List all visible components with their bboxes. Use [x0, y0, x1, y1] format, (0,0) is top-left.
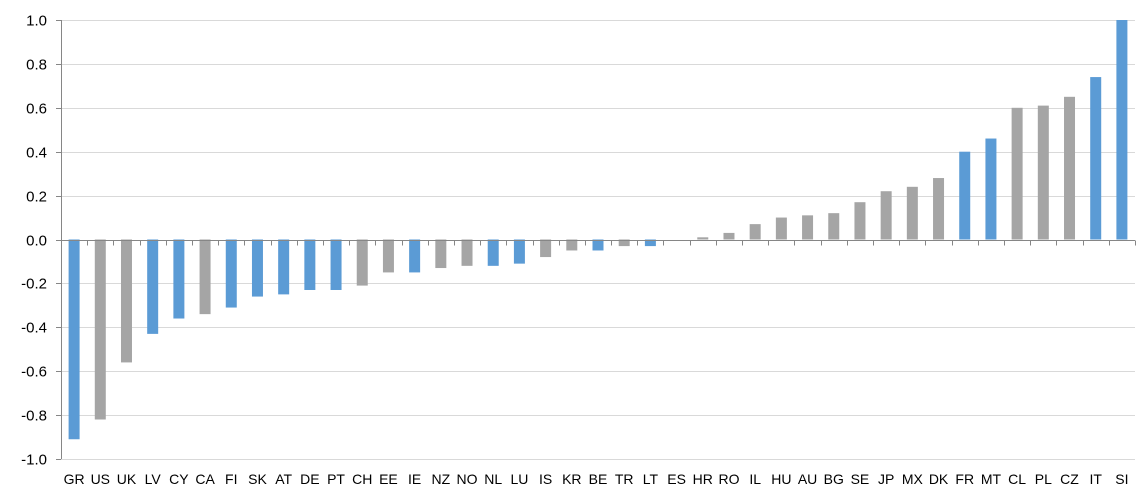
x-category-label: BG — [824, 471, 844, 487]
bar-cy — [173, 239, 185, 319]
bar-se — [854, 202, 866, 240]
bar-nl — [487, 239, 499, 266]
bar-il — [749, 224, 761, 240]
x-category-label: HU — [771, 471, 791, 487]
bar-jp — [880, 191, 892, 240]
bar-ee — [382, 239, 394, 273]
x-category-label: NO — [457, 471, 478, 487]
x-category-label: MX — [902, 471, 924, 487]
y-tick-label: -1.0 — [21, 452, 47, 469]
bar-be — [592, 239, 604, 251]
bar-lu — [513, 239, 525, 264]
y-tick-label: 0.0 — [26, 233, 47, 250]
bar-ca — [199, 239, 211, 315]
bar-nz — [435, 239, 447, 269]
bar-uk — [120, 239, 132, 363]
bar-hr — [697, 237, 709, 240]
x-category-label: TR — [615, 471, 634, 487]
x-category-label: NL — [484, 471, 502, 487]
bar-ro — [723, 232, 735, 240]
x-category-label: JP — [878, 471, 894, 487]
bar-cz — [1064, 96, 1076, 240]
x-category-label: AU — [798, 471, 817, 487]
x-category-label: FI — [225, 471, 237, 487]
x-category-label: CL — [1008, 471, 1026, 487]
bar-pt — [330, 239, 342, 290]
x-category-labels: GR US UK LV CY CA FI SK AT DE PT CH EE IE NZ NO NL LU IS KR… — [64, 471, 1129, 487]
bar-no — [461, 239, 473, 266]
x-category-label: LU — [510, 471, 528, 487]
x-category-label: PT — [327, 471, 345, 487]
x-category-label: ES — [667, 471, 686, 487]
x-category-label: KR — [562, 471, 581, 487]
bar-us — [94, 239, 106, 420]
x-category-label: IL — [749, 471, 761, 487]
y-tick-labels: -1.0 -0.8 -0.6 -0.4 -0.2 0.0 0.2 0.4 0.6 0.8 1.0 — [21, 13, 47, 469]
x-category-label: EE — [379, 471, 398, 487]
bar-mx — [906, 186, 918, 240]
bar-de — [304, 239, 316, 290]
bar-si — [1116, 20, 1128, 240]
x-category-label: CA — [195, 471, 215, 487]
x-category-label: CH — [352, 471, 372, 487]
x-category-label: BE — [589, 471, 608, 487]
bar-mt — [985, 138, 997, 240]
x-category-label: LT — [643, 471, 659, 487]
bar-lv — [147, 239, 159, 334]
bar-lt — [644, 239, 656, 247]
y-tick-label: -0.8 — [21, 408, 47, 425]
bar-bg — [828, 213, 840, 240]
bar-it — [1090, 77, 1102, 240]
bar-hu — [775, 217, 787, 240]
y-tick-label: 1.0 — [26, 13, 47, 30]
bar-pl — [1037, 105, 1049, 240]
bar-kr — [566, 239, 578, 251]
x-category-label: IS — [539, 471, 552, 487]
x-category-label: IT — [1089, 471, 1102, 487]
bar-ie — [409, 239, 421, 273]
y-tick-label: -0.6 — [21, 364, 47, 381]
x-category-label: SI — [1115, 471, 1128, 487]
x-category-label: DK — [929, 471, 949, 487]
bar-dk — [933, 178, 945, 240]
bars — [68, 20, 1128, 440]
x-category-label: IE — [408, 471, 421, 487]
bar-au — [802, 215, 814, 240]
x-category-label: AT — [275, 471, 292, 487]
x-category-label: SK — [248, 471, 267, 487]
x-category-label: CZ — [1060, 471, 1079, 487]
y-tick-label: 0.2 — [26, 189, 47, 206]
bar-fi — [225, 239, 237, 308]
x-category-label: SE — [851, 471, 870, 487]
bar-tr — [618, 239, 630, 247]
x-category-label: PL — [1035, 471, 1052, 487]
y-tick-label: 0.8 — [26, 57, 47, 74]
x-category-label: NZ — [431, 471, 450, 487]
x-category-label: UK — [117, 471, 137, 487]
axes — [56, 20, 1136, 460]
bar-sk — [251, 239, 263, 297]
bar-is — [540, 239, 552, 258]
x-category-label: FR — [955, 471, 974, 487]
x-category-label: LV — [145, 471, 162, 487]
x-category-label: MT — [981, 471, 1002, 487]
y-tick-label: -0.2 — [21, 276, 47, 293]
gridlines — [61, 20, 1135, 460]
x-category-label: HR — [693, 471, 713, 487]
y-tick-label: 0.6 — [26, 101, 47, 118]
x-category-label: DE — [300, 471, 319, 487]
bar-fr — [959, 151, 971, 240]
y-tick-label: -0.4 — [21, 320, 47, 337]
x-category-label: CY — [169, 471, 189, 487]
y-tick-label: 0.4 — [26, 145, 47, 162]
x-category-label: GR — [64, 471, 85, 487]
x-category-label: RO — [718, 471, 739, 487]
bar-gr — [68, 239, 80, 440]
bar-ch — [356, 239, 368, 286]
bar-at — [278, 239, 290, 295]
x-category-label: US — [91, 471, 110, 487]
bar-cl — [1011, 107, 1023, 240]
